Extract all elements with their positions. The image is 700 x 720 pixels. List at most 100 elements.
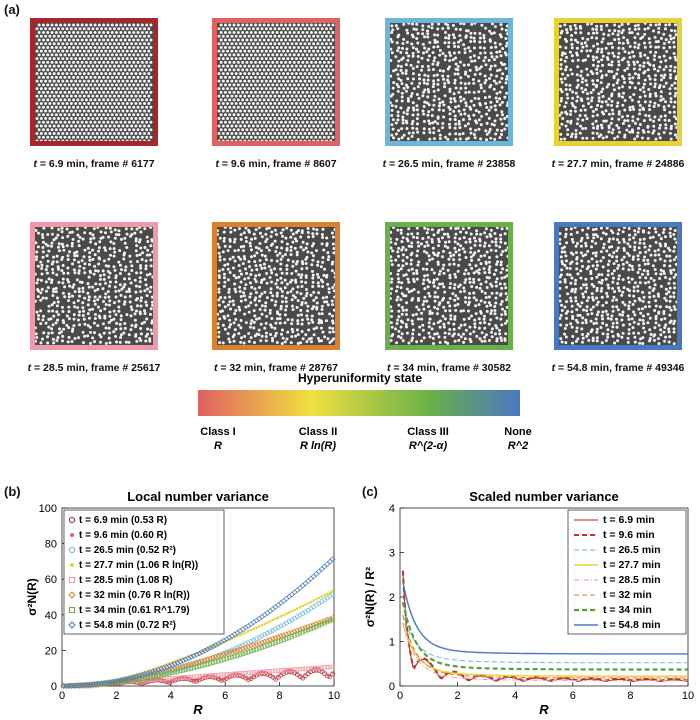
legend-marker bbox=[68, 546, 76, 554]
data-point bbox=[136, 672, 143, 679]
legend-marker bbox=[69, 577, 75, 583]
legend-marker bbox=[68, 591, 76, 599]
x-tick-label: 0 bbox=[59, 690, 65, 702]
data-point bbox=[305, 623, 312, 630]
data-point bbox=[274, 617, 277, 621]
legend-entry: t = 34 min (0.61 R^1.79) bbox=[79, 605, 190, 616]
data-point bbox=[199, 657, 205, 664]
data-point bbox=[147, 671, 154, 678]
data-point bbox=[238, 652, 243, 657]
data-point bbox=[252, 674, 256, 677]
data-point bbox=[259, 633, 265, 639]
data-point bbox=[221, 672, 226, 677]
chart-title: Local number variance bbox=[127, 489, 269, 504]
data-point bbox=[259, 645, 265, 650]
data-point bbox=[175, 675, 180, 680]
legend-entry: t = 27.7 min (1.06 R ln(R)) bbox=[79, 560, 198, 571]
frame-caption-4: t = 27.7 min, frame # 24886 bbox=[551, 158, 685, 170]
data-point bbox=[316, 665, 322, 670]
data-point bbox=[220, 637, 227, 644]
data-point bbox=[253, 641, 260, 648]
data-point bbox=[281, 637, 286, 642]
data-point bbox=[224, 672, 229, 677]
data-point bbox=[323, 670, 326, 674]
data-point bbox=[87, 681, 94, 688]
data-point bbox=[189, 674, 194, 680]
colloid-frame-1 bbox=[30, 18, 158, 146]
data-point bbox=[210, 673, 216, 678]
data-point bbox=[281, 668, 286, 673]
legend: t = 6.9 min t = 9.6 min t = 26.5 min t = 27… bbox=[567, 509, 687, 635]
data-point bbox=[327, 618, 333, 623]
colloid-frame-6 bbox=[212, 222, 340, 350]
series-line-4 bbox=[402, 623, 688, 677]
data-point bbox=[312, 599, 315, 602]
data-point bbox=[244, 675, 247, 679]
data-point bbox=[72, 683, 77, 688]
data-point bbox=[307, 575, 314, 582]
data-point bbox=[292, 667, 297, 672]
data-point bbox=[239, 645, 246, 652]
data-point bbox=[270, 628, 276, 633]
colloid-frame-5 bbox=[30, 222, 158, 350]
data-point bbox=[302, 624, 309, 631]
data-point bbox=[140, 676, 145, 681]
data-point bbox=[212, 653, 219, 660]
class-law-1: R bbox=[214, 440, 222, 452]
data-point bbox=[328, 674, 332, 677]
data-point bbox=[150, 674, 156, 679]
data-point bbox=[79, 682, 86, 689]
data-point bbox=[159, 676, 164, 682]
y-tick-label: 0 bbox=[389, 681, 395, 693]
hyperuniformity-title: Hyperuniformity state bbox=[298, 371, 422, 385]
data-point bbox=[276, 639, 281, 644]
data-point bbox=[144, 670, 151, 677]
series-line-3 bbox=[402, 614, 688, 664]
data-point bbox=[217, 676, 220, 680]
y-tick-label: 60 bbox=[45, 574, 57, 586]
legend-marker bbox=[68, 516, 76, 524]
plot-frame bbox=[61, 507, 335, 687]
data-point bbox=[74, 682, 80, 689]
legend-marker bbox=[69, 607, 75, 613]
data-point bbox=[251, 648, 256, 653]
data-point bbox=[61, 683, 66, 689]
data-point bbox=[182, 656, 189, 663]
data-point bbox=[306, 627, 311, 633]
data-point bbox=[150, 677, 156, 682]
data-point bbox=[278, 633, 284, 639]
data-point bbox=[60, 683, 67, 689]
legend-entry: t = 6.9 min (0.53 R) bbox=[79, 515, 167, 526]
data-point bbox=[297, 631, 303, 636]
frame-caption-2: t = 9.6 min, frame # 8607 bbox=[215, 158, 337, 170]
data-point bbox=[196, 650, 203, 657]
data-point bbox=[314, 624, 319, 629]
x-tick-label: 2 bbox=[455, 690, 461, 702]
data-point bbox=[302, 580, 309, 587]
data-point bbox=[172, 669, 178, 675]
data-point bbox=[299, 625, 306, 632]
series-line-8 bbox=[402, 581, 688, 655]
data-point bbox=[290, 609, 294, 613]
data-point bbox=[328, 591, 332, 594]
data-point bbox=[308, 626, 314, 632]
y-tick-label: 20 bbox=[45, 645, 57, 657]
data-point bbox=[216, 658, 221, 664]
x-tick-label: 10 bbox=[328, 690, 340, 702]
particle-image bbox=[217, 227, 335, 345]
particle-image bbox=[390, 23, 508, 141]
data-point bbox=[117, 677, 124, 683]
colloid-frame-7 bbox=[385, 222, 513, 350]
data-point bbox=[286, 635, 292, 640]
data-point bbox=[242, 644, 249, 651]
data-point bbox=[222, 677, 226, 681]
data-point bbox=[199, 673, 205, 679]
data-point bbox=[315, 597, 318, 601]
data-point bbox=[257, 646, 262, 651]
data-point bbox=[234, 647, 241, 654]
colloid-frame-8 bbox=[554, 222, 682, 350]
data-point bbox=[232, 671, 237, 676]
data-point bbox=[120, 676, 127, 683]
data-point bbox=[297, 626, 303, 633]
